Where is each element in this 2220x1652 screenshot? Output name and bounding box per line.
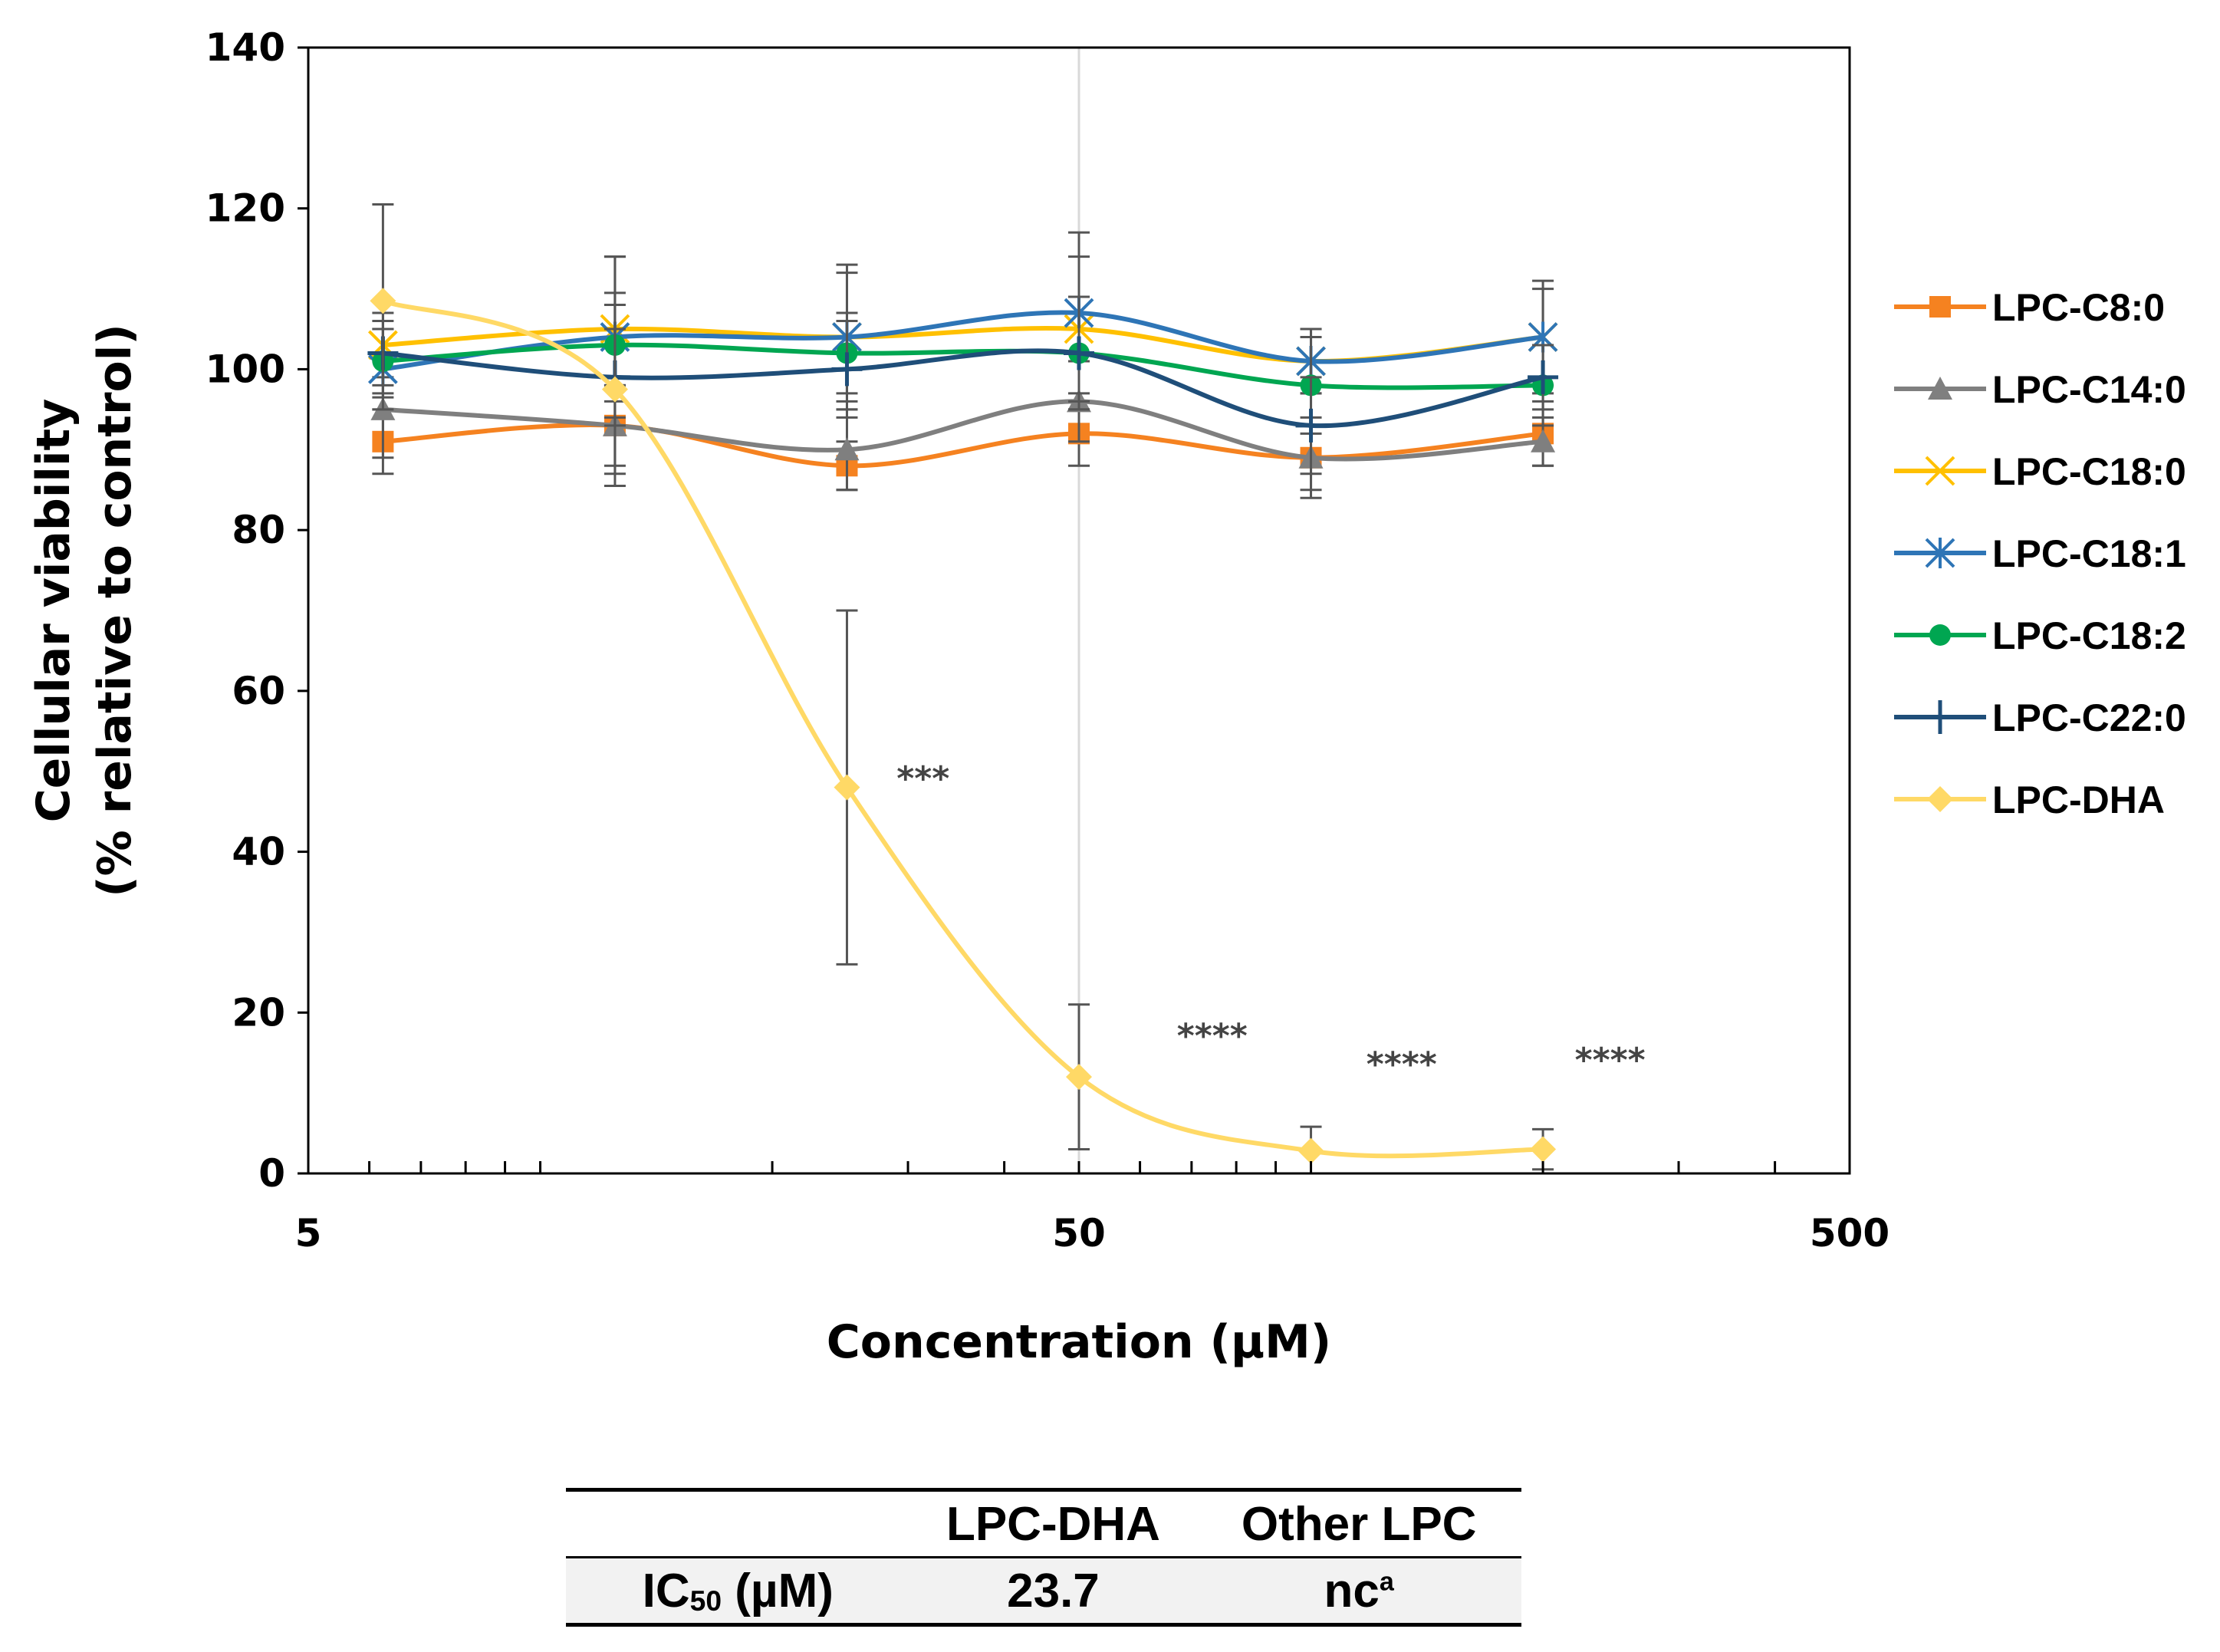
line-lpc-c18-1 (382, 310, 1544, 372)
y-tick-label: 120 (206, 186, 285, 231)
ic50-label-ic: IC (642, 1564, 690, 1617)
point-lpc-c22-0 (831, 352, 863, 387)
y-tick-label: 100 (206, 347, 285, 391)
y-tick-label: 140 (206, 25, 285, 70)
legend-marker (1929, 624, 1951, 646)
point-lpc-dha (834, 774, 860, 801)
series-lpc-c8-0 (372, 383, 1554, 499)
legend-item-lpc-dha: LPC-DHA (1894, 778, 2165, 821)
ic50-table-row: IC50 (µM) 23.7 nca (566, 1557, 1521, 1625)
point-lpc-c14-0 (834, 437, 860, 461)
point-lpc-c22-0 (1295, 408, 1327, 443)
legend-marker (1925, 456, 1955, 486)
legend-label: LPC-C14:0 (1992, 368, 2186, 411)
significance-label: **** (1575, 1041, 1646, 1080)
legend-marker (1925, 538, 1955, 568)
legend-item-lpc-c22-0: LPC-C22:0 (1894, 696, 2186, 739)
point-lpc-dha (370, 288, 396, 314)
significance-label: **** (1367, 1045, 1437, 1084)
significance-annotations: *********** **** (896, 759, 1645, 1084)
axes: 0 20 40 60 80 100 120 140 5 50 500 Concentration (µ… (27, 25, 1889, 1369)
y-tick-label: 60 (232, 669, 285, 713)
series-layer (367, 202, 1559, 1175)
ic50-other-lpc-value: nca (1196, 1558, 1521, 1625)
legend-label: LPC-C18:1 (1992, 532, 2186, 575)
y-axis-title: Cellular viability (% relative to control… (27, 324, 142, 897)
ic50-header-blank (566, 1490, 910, 1558)
point-lpc-c14-0 (1531, 429, 1556, 452)
legend-label: LPC-C18:0 (1992, 450, 2186, 493)
ic50-header-lpc-dha: LPC-DHA (946, 1497, 1160, 1551)
legend-item-lpc-c8-0: LPC-C8:0 (1894, 286, 2165, 329)
y-tick-label: 20 (232, 990, 285, 1035)
y-tick-label: 0 (258, 1151, 285, 1196)
y-tick-label: 40 (232, 830, 285, 874)
line-lpc-c14-0 (383, 399, 1544, 462)
ic50-label-unit: (µM) (722, 1564, 834, 1617)
ic50-footnote-marker: a (1379, 1566, 1394, 1596)
point-lpc-dha (601, 376, 628, 403)
y-axis-title-line1: Cellular viability (27, 399, 81, 823)
legend-marker (1927, 786, 1953, 812)
ic50-other-lpc-text: nc (1324, 1564, 1380, 1617)
legend-label: LPC-C8:0 (1992, 286, 2165, 329)
line-lpc-c18-2 (383, 342, 1544, 390)
legend-label: LPC-C18:2 (1992, 614, 2186, 657)
point-lpc-c22-0 (1528, 360, 1559, 394)
ic50-table-header-row: LPC-DHA Other LPC (566, 1489, 1521, 1558)
legend: LPC-C8:0 LPC-C14:0 LPC-C18:0 LPC-C18:1 LPC-C… (1894, 286, 2186, 821)
line-lpc-c22-0 (383, 348, 1544, 429)
significance-label: **** (1177, 1017, 1248, 1056)
series-lpc-dha (370, 202, 1557, 1175)
legend-label: LPC-C22:0 (1992, 696, 2186, 739)
point-lpc-c22-0 (1064, 336, 1094, 370)
point-lpc-dha (1530, 1136, 1557, 1163)
x-tick-label: 5 (295, 1211, 322, 1255)
x-tick-label: 50 (1052, 1211, 1106, 1255)
ic50-table: LPC-DHA Other LPC IC50 (µM) 23.7 nca (566, 1488, 1521, 1627)
y-axis-title-line2: (% relative to control) (88, 324, 142, 897)
ic50-label-sub: 50 (689, 1585, 722, 1617)
point-lpc-dha (1297, 1137, 1324, 1164)
y-tick-label: 80 (232, 508, 285, 552)
ic50-row-label: IC50 (µM) (566, 1558, 910, 1625)
legend-marker (1925, 700, 1955, 734)
x-tick-label: 500 (1810, 1211, 1889, 1255)
point-lpc-dha (1066, 1064, 1092, 1091)
legend-item-lpc-c18-1: LPC-C18:1 (1894, 532, 2186, 575)
legend-marker (1929, 296, 1951, 318)
ic50-header-other-lpc: Other LPC (1241, 1497, 1477, 1551)
x-axis-title: Concentration (µM) (827, 1315, 1331, 1369)
legend-item-lpc-c18-2: LPC-C18:2 (1894, 614, 2186, 657)
line-lpc-dha (382, 298, 1544, 1159)
legend-item-lpc-c18-0: LPC-C18:0 (1894, 450, 2186, 493)
legend-item-lpc-c14-0: LPC-C14:0 (1894, 368, 2186, 411)
ic50-lpc-dha-value: 23.7 (1007, 1564, 1100, 1617)
series-lpc-c18-0 (367, 255, 1558, 403)
legend-marker (1928, 377, 1952, 400)
legend-label: LPC-DHA (1992, 778, 2165, 821)
series-lpc-c18-2 (372, 295, 1554, 435)
significance-label: *** (896, 759, 949, 798)
